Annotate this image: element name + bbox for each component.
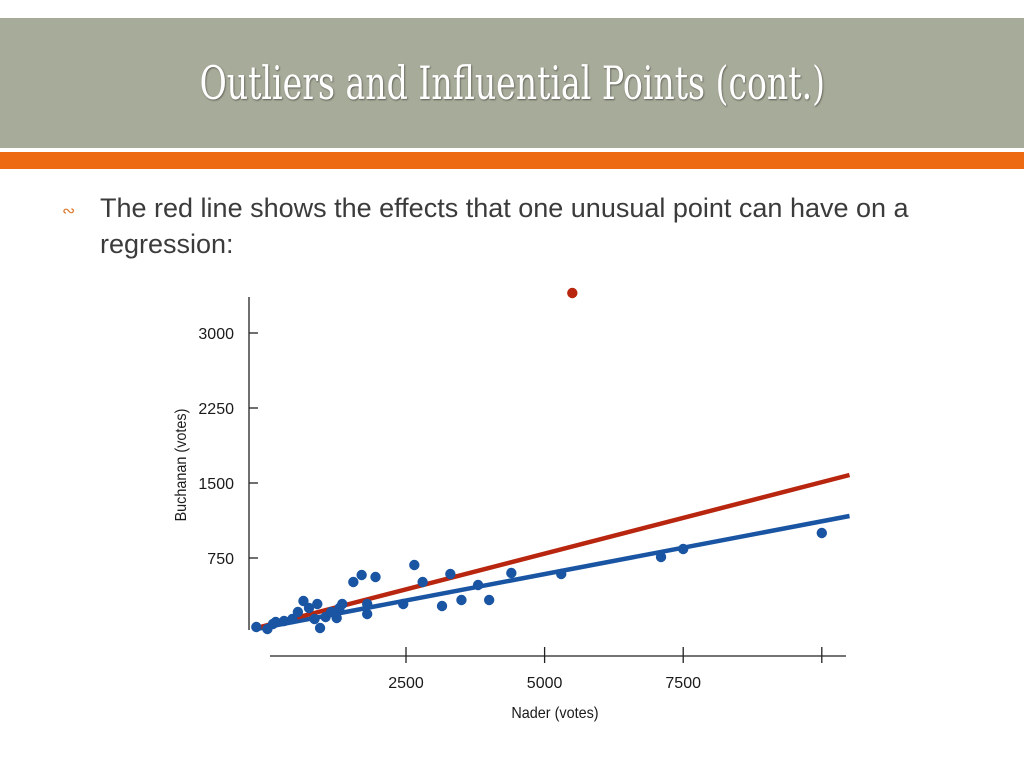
y-tick-label: 2250: [198, 401, 234, 418]
regression-line-without-outlier: [255, 513, 850, 632]
data-point: [270, 616, 281, 628]
slide-title: Outliers and Influential Points (cont.): [199, 56, 825, 110]
title-bar: Outliers and Influential Points (cont.): [0, 18, 1024, 148]
data-point: [298, 595, 309, 607]
data-point: [331, 612, 342, 624]
data-point: [309, 613, 320, 625]
accent-divider: [0, 152, 1024, 169]
data-point: [678, 543, 689, 555]
data-point: [314, 622, 326, 634]
x-axis-label: Nader (votes): [511, 704, 598, 722]
data-point: [409, 559, 420, 571]
bullet-text: The red line shows the effects that one …: [100, 193, 909, 259]
data-point: [337, 598, 348, 610]
data-points: [251, 287, 827, 635]
data-point: [655, 551, 667, 563]
data-point: [370, 571, 381, 583]
data-point: [278, 615, 290, 627]
data-point: [506, 567, 517, 579]
bullet-icon: ∾: [62, 201, 76, 220]
data-point: [251, 621, 262, 633]
data-point: [556, 568, 567, 580]
data-point: [483, 594, 495, 606]
x-tick-label: 7500: [665, 675, 701, 692]
x-tick-label: 2500: [388, 675, 424, 692]
outlier-point: [567, 287, 578, 299]
data-point: [816, 527, 827, 539]
y-axis-label: Buchanan (votes): [172, 409, 190, 522]
data-point: [292, 606, 304, 618]
data-point: [361, 608, 373, 620]
data-point: [456, 594, 467, 606]
regression-line-with-outlier: [255, 472, 851, 631]
data-point: [436, 600, 448, 612]
y-tick-label: 3000: [198, 326, 234, 343]
x-tick-label: 5000: [527, 675, 563, 692]
data-point: [356, 569, 367, 581]
regression-lines: [255, 472, 851, 632]
axes: 750 1500 2250 3000 2500 5000 7500: [198, 297, 846, 692]
data-point: [398, 598, 409, 610]
data-point: [312, 598, 323, 610]
data-point: [472, 579, 484, 591]
data-point: [348, 576, 359, 588]
data-point: [417, 576, 428, 588]
data-point: [303, 602, 315, 614]
y-tick-label: 750: [207, 551, 234, 568]
data-point: [361, 598, 373, 610]
y-tick-label: 1500: [198, 476, 234, 493]
data-point: [287, 613, 298, 625]
data-point: [445, 568, 456, 580]
